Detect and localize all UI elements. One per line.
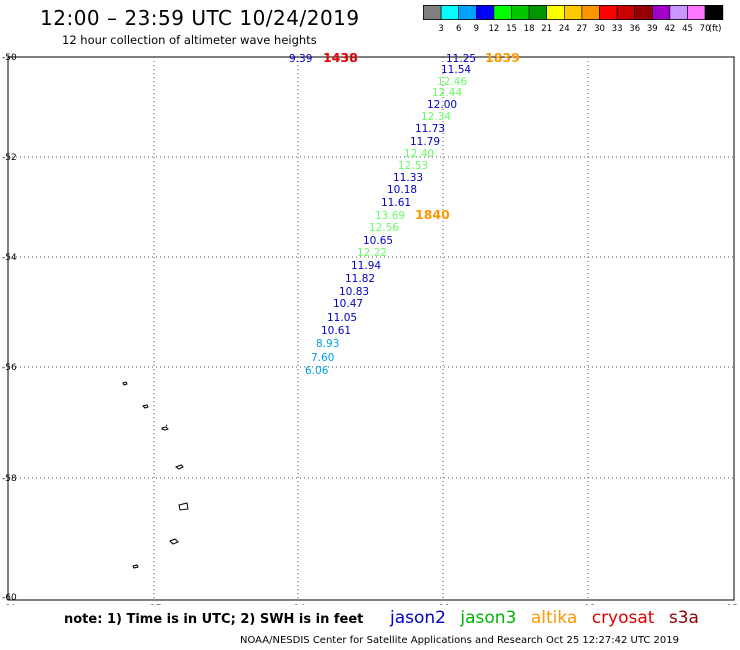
map-grid: -50 -52 -54 -56 -58 -60-30 -27 -24 -21 -18 -15 (2, 53, 738, 605)
wave-height-value: 8.93 (316, 338, 339, 350)
wave-height-value: 11.61 (381, 197, 411, 209)
wave-height-value: 9.39 (289, 53, 312, 65)
wave-height-value: 11.33 (393, 172, 423, 184)
colorbar-label: 3 (438, 24, 443, 34)
wave-height-value: 6.06 (305, 365, 329, 377)
island-thule (132, 564, 139, 569)
latitude-label: -60 (2, 593, 17, 603)
colorbar-label: 45 (682, 24, 693, 34)
satellite-legend: jason2 jason3 altika cryosat s3a (390, 608, 708, 628)
latitude-label: -56 (2, 363, 17, 373)
colorbar-label: 15 (506, 24, 517, 34)
sandwich-islands (122, 381, 189, 569)
wave-height-value: 12.22 (357, 247, 387, 259)
wave-height-value: 10.18 (387, 184, 417, 196)
island-candlemas (161, 424, 169, 431)
wave-height-value: 10.65 (363, 235, 393, 247)
wave-height-value: 12.40 (404, 148, 434, 160)
pass-times: 1438 1839 1840 (323, 50, 520, 222)
wave-height-value: 11.79 (410, 136, 440, 148)
latitude-label: -52 (2, 153, 17, 163)
wave-height-value: 11.73 (415, 123, 445, 135)
legend-jason3: jason3 (460, 608, 517, 628)
colorbar-label: 42 (664, 24, 675, 34)
wave-height-value: 10.47 (333, 298, 363, 310)
longitude-label: -27 (147, 604, 162, 605)
legend-cryosat: cryosat (591, 608, 655, 628)
colorbar-label: 30 (594, 24, 605, 34)
colorbar-label: 24 (559, 24, 570, 34)
wave-height-value: 12.34 (421, 111, 451, 123)
colorbar-label: 33 (612, 24, 623, 34)
colorbar-label: 70 (700, 24, 711, 34)
colorbar-label: 39 (647, 24, 658, 34)
wave-height-value: 11.25 (446, 53, 476, 65)
page-title: 12:00 – 23:59 UTC 10/24/2019 (40, 6, 360, 30)
colorbar-unit: (ft) (709, 24, 722, 34)
observations: 9.39 11.2511.5412.4612.4412.0012.3411.731… (289, 53, 476, 377)
wave-height-value: 13.69 (375, 210, 405, 222)
island-visokoi (142, 404, 149, 409)
island-bristol (169, 538, 179, 545)
page-subtitle: 12 hour collection of altimeter wave hei… (62, 33, 317, 47)
colorbar-label: 27 (576, 24, 587, 34)
legend-jason2: jason2 (390, 608, 446, 628)
colorbar-swatch (704, 5, 724, 20)
latitude-label: -58 (2, 474, 17, 484)
note-text: note: 1) Time is in UTC; 2) SWH is in fe… (64, 612, 364, 627)
wave-height-value: 12.53 (398, 160, 428, 172)
island-saunders (174, 464, 184, 470)
wave-height-value: 11.05 (327, 312, 357, 324)
colorbar-label: 12 (488, 24, 499, 34)
wave-height-value: 12.00 (427, 99, 457, 111)
map-frame (7, 56, 735, 601)
wave-height-value: 11.54 (441, 64, 471, 76)
legend-s3a: s3a (668, 608, 699, 628)
longitude-label: -24 (291, 604, 306, 605)
latitude-label: -54 (2, 253, 17, 263)
colorbar-label: 9 (474, 24, 479, 34)
colorbar-label: 18 (524, 24, 535, 34)
island-zavodovski (122, 381, 128, 386)
longitude-label: -30 (2, 604, 17, 605)
island-montagu (178, 502, 189, 511)
pass-time-label: 1840 (415, 207, 450, 222)
colorbar-label: 6 (456, 24, 461, 34)
longitude-label: -21 (436, 604, 451, 605)
wave-height-colorbar: 3 6 9 12 15 18 21 24 27 30 33 36 39 42 45 70(ft) (423, 5, 724, 34)
wave-height-value: 12.56 (369, 222, 399, 234)
wave-height-value: 12.46 (437, 76, 467, 88)
wave-height-value: 7.60 (311, 352, 334, 364)
wave-height-value: 12.44 (432, 87, 462, 99)
wave-height-value: 11.94 (351, 260, 381, 272)
wave-height-value: 10.83 (339, 286, 369, 298)
pass-time-label: 1438 (323, 50, 358, 65)
legend-altika: altika (530, 608, 578, 628)
pass-time-label: 1839 (485, 50, 520, 65)
longitude-label: -15 (723, 604, 738, 605)
latitude-label: -50 (2, 53, 17, 63)
wave-height-value: 10.61 (321, 325, 351, 337)
colorbar-label: 21 (541, 24, 552, 34)
longitude-label: -18 (581, 604, 596, 605)
wave-height-value: 11.82 (345, 273, 375, 285)
wave-height-map: -50 -52 -54 -56 -58 -60-30 -27 -24 -21 -18 -15 9.3… (2, 50, 738, 605)
colorbar-label: 36 (629, 24, 640, 34)
credit-line: NOAA/NESDIS Center for Satellite Applica… (240, 635, 679, 646)
